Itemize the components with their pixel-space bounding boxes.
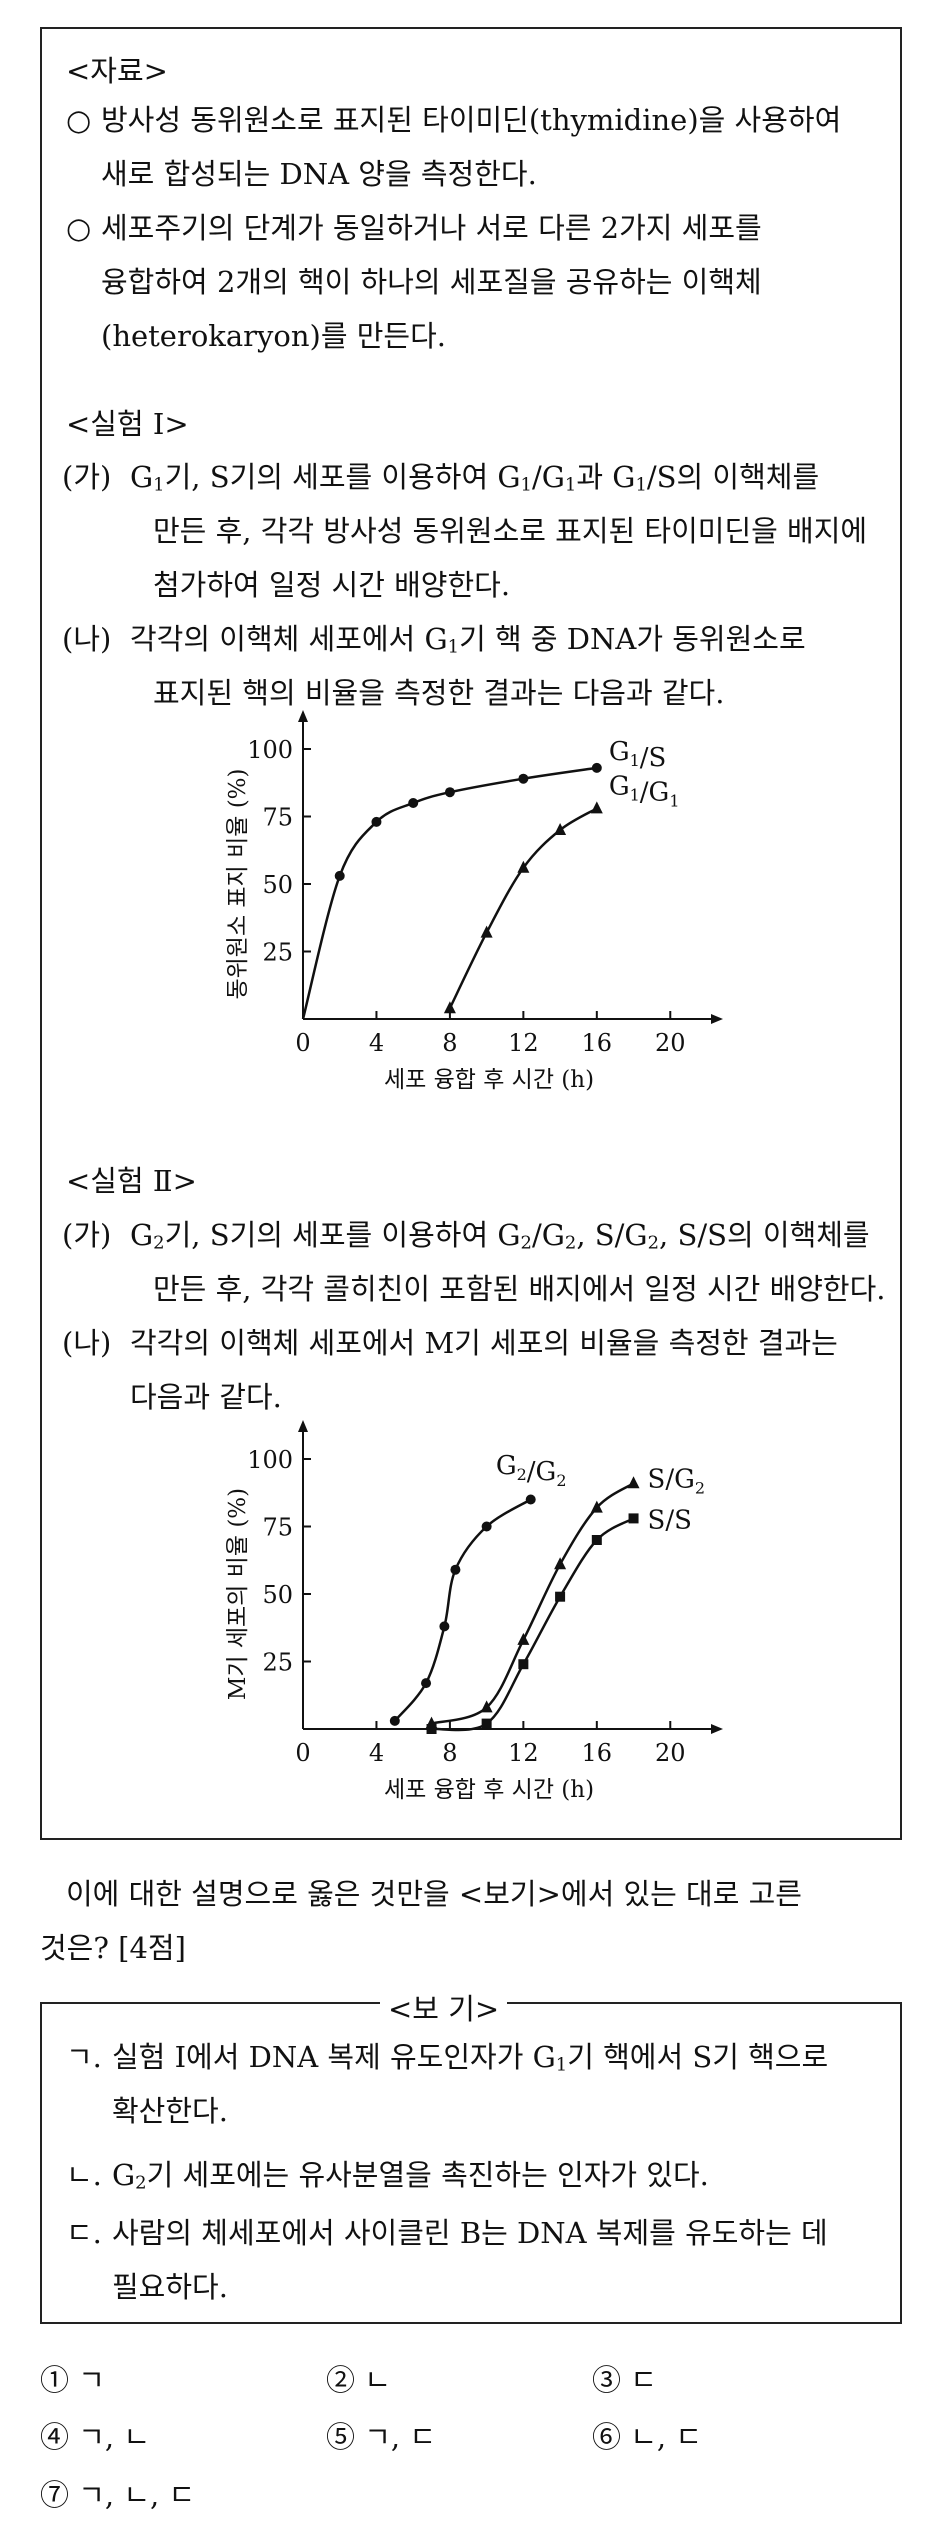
bogi-item-3-line-2: 필요하다. <box>112 2270 228 2304</box>
exp1-step-a-line-2: 만든 후, 각각 방사성 동위원소로 표지된 타이미딘을 배지에 <box>153 514 868 548</box>
material-item-2-line-2: 융합하여 2개의 핵이 하나의 세포질을 공유하는 이핵체 <box>101 265 762 299</box>
question-line-2: 것은? [4점] <box>40 1931 186 1965</box>
exp1-step-b-line-2: 표지된 핵의 비율을 측정한 결과는 다음과 같다. <box>153 676 725 710</box>
bogi-item-2-marker: ㄴ. <box>66 2158 102 2192</box>
choice-2[interactable]: ② ㄴ <box>326 2363 391 2397</box>
experiment1-header: <실험 Ⅰ> <box>66 407 189 441</box>
material-header: <자료> <box>66 54 168 88</box>
material-item-2-marker: ○ <box>66 211 92 245</box>
bogi-item-3-marker: ㄷ. <box>66 2216 102 2250</box>
exp1-step-a-marker: (가) <box>62 460 112 494</box>
exp2-step-a-line-2: 만든 후, 각각 콜히친이 포함된 배지에서 일정 시간 배양한다. <box>153 1272 886 1306</box>
choice-7[interactable]: ⑦ ㄱ, ㄴ, ㄷ <box>40 2478 196 2512</box>
exp1-step-b-line-1: 각각의 이핵체 세포에서 G1기 핵 중 DNA가 동위원소로 <box>130 622 806 658</box>
bogi-item-1-line-2: 확산한다. <box>112 2094 228 2128</box>
material-item-2-line-1: 세포주기의 단계가 동일하거나 서로 다른 2가지 세포를 <box>101 211 762 245</box>
bogi-item-1-line-1: 실험 Ⅰ에서 DNA 복제 유도인자가 G1기 핵에서 S기 핵으로 <box>112 2040 829 2076</box>
material-item-1-line-2: 새로 합성되는 DNA 양을 측정한다. <box>101 157 537 191</box>
exp1-step-a-line-3: 첨가하여 일정 시간 배양한다. <box>153 568 511 602</box>
exp2-step-a-line-1: G2기, S기의 세포를 이용하여 G2/G2, S/G2, S/S의 이핵체를 <box>130 1218 870 1254</box>
material-item-1-marker: ○ <box>66 103 92 137</box>
choice-1[interactable]: ① ㄱ <box>40 2363 105 2397</box>
material-box <box>40 27 902 1840</box>
material-item-1-line-1: 방사성 동위원소로 표지된 타이미딘(thymidine)을 사용하여 <box>101 103 842 137</box>
experiment2-header: <실험 Ⅱ> <box>66 1164 197 1198</box>
choice-5[interactable]: ⑤ ㄱ, ㄷ <box>326 2420 437 2454</box>
exp1-step-a-line-1: G1기, S기의 세포를 이용하여 G1/G1과 G1/S의 이핵체를 <box>130 460 820 496</box>
bogi-item-1-marker: ㄱ. <box>66 2040 102 2074</box>
choice-3[interactable]: ③ ㄷ <box>592 2363 657 2397</box>
exp2-step-b-marker: (나) <box>62 1326 112 1360</box>
exp2-step-a-marker: (가) <box>62 1218 112 1252</box>
exp2-step-b-line-1: 각각의 이핵체 세포에서 M기 세포의 비율을 측정한 결과는 <box>130 1326 838 1360</box>
question-line-1: 이에 대한 설명으로 옳은 것만을 <보기>에서 있는 대로 고른 <box>66 1877 802 1911</box>
choice-6[interactable]: ⑥ ㄴ, ㄷ <box>592 2420 703 2454</box>
bogi-item-2-line-1: G2기 세포에는 유사분열을 촉진하는 인자가 있다. <box>112 2158 709 2194</box>
exp2-step-b-line-2: 다음과 같다. <box>130 1380 282 1414</box>
material-item-2-line-3: (heterokaryon)를 만든다. <box>101 319 447 353</box>
choice-4[interactable]: ④ ㄱ, ㄴ <box>40 2420 151 2454</box>
exp1-step-b-marker: (나) <box>62 622 112 656</box>
bogi-title: <보 기> <box>380 1986 508 2028</box>
bogi-item-3-line-1: 사람의 체세포에서 사이클린 B는 DNA 복제를 유도하는 데 <box>112 2216 828 2250</box>
